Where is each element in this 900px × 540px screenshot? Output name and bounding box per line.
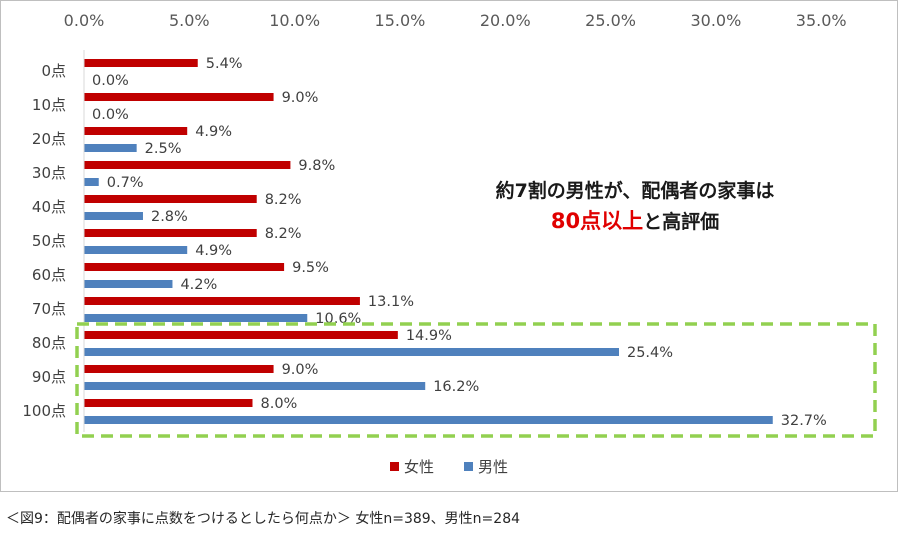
data-label: 9.0%	[282, 90, 319, 106]
bar-male	[84, 178, 99, 186]
bar-male	[84, 212, 143, 220]
category-label: 100点	[22, 402, 66, 420]
bar-male	[84, 382, 426, 390]
data-label: 2.8%	[151, 209, 188, 225]
data-label: 4.9%	[195, 243, 232, 259]
data-label: 4.2%	[180, 277, 217, 293]
data-label: 9.8%	[298, 158, 335, 174]
callout-highlight: 80点以上	[550, 209, 644, 233]
bar-male	[84, 246, 188, 254]
data-label: 13.1%	[368, 294, 414, 310]
category-labels: 0点 10点 20点 30点 40点 50点 60点 70点 80点 90点 100点	[22, 62, 66, 420]
bar-female	[84, 365, 274, 373]
x-tick-label: 35.0%	[796, 11, 847, 30]
category-label: 40点	[32, 198, 66, 216]
callout-line2: 80点以上と高評価	[470, 206, 800, 237]
bar-female	[84, 59, 198, 67]
callout-line1: 約7割の男性が、配偶者の家事は	[495, 180, 775, 202]
category-label: 30点	[32, 164, 66, 182]
data-label: 8.2%	[265, 226, 302, 242]
x-tick-label: 10.0%	[269, 11, 320, 30]
data-label: 25.4%	[627, 345, 673, 361]
category-label: 20点	[32, 130, 66, 148]
bar-female	[84, 229, 257, 237]
x-tick-label: 20.0%	[480, 11, 531, 30]
bar-female	[84, 195, 257, 203]
bar-male	[84, 416, 773, 424]
legend: 女性 男性	[390, 458, 508, 476]
category-label: 70点	[32, 300, 66, 318]
legend-swatch	[464, 462, 473, 471]
legend-swatch	[390, 462, 399, 471]
bar-male	[84, 144, 137, 152]
x-tick-label: 5.0%	[169, 11, 210, 30]
callout-text: 約7割の男性が、配偶者の家事は 80点以上と高評価	[470, 176, 800, 237]
category-label: 50点	[32, 232, 66, 250]
bar-female	[84, 161, 291, 169]
bar-male	[84, 280, 173, 288]
category-label: 60点	[32, 266, 66, 284]
data-label: 14.9%	[406, 328, 452, 344]
category-label: 0点	[41, 62, 66, 80]
bar-female	[84, 399, 253, 407]
data-label: 9.5%	[292, 260, 329, 276]
figure-caption: ＜図9：配偶者の家事に点数をつけるとしたら何点か＞ 女性n=389、男性n=28…	[6, 511, 521, 527]
category-label: 10点	[32, 96, 66, 114]
x-tick-label: 15.0%	[375, 11, 426, 30]
x-tick-label: 30.0%	[690, 11, 741, 30]
data-label: 0.0%	[92, 107, 129, 123]
data-label: 16.2%	[433, 379, 479, 395]
bar-male	[84, 314, 308, 322]
callout-line2-rest: と高評価	[643, 211, 720, 233]
data-label: 0.0%	[92, 73, 129, 89]
highlight-box	[75, 322, 877, 438]
bar-female	[84, 93, 274, 101]
x-tick-label: 25.0%	[585, 11, 636, 30]
data-label: 8.0%	[261, 396, 298, 412]
bar-female	[84, 297, 360, 305]
data-label: 2.5%	[145, 141, 182, 157]
bar-female	[84, 331, 398, 339]
bar-chart: 0.0% 5.0% 10.0% 15.0% 20.0% 25.0% 30.0% 35.0% 0…	[22, 11, 877, 476]
legend-label: 女性	[404, 458, 434, 476]
bar-male	[84, 348, 619, 356]
data-label: 8.2%	[265, 192, 302, 208]
bar-female	[84, 127, 188, 135]
data-label: 0.7%	[107, 175, 144, 191]
bar-female	[84, 263, 285, 271]
data-label: 9.0%	[282, 362, 319, 378]
x-axis-ticks: 0.0% 5.0% 10.0% 15.0% 20.0% 25.0% 30.0% 35.0%	[64, 11, 847, 30]
x-tick-label: 0.0%	[64, 11, 105, 30]
bars	[84, 59, 773, 424]
data-label: 5.4%	[206, 56, 243, 72]
category-label: 90点	[32, 368, 66, 386]
legend-label: 男性	[478, 458, 508, 476]
category-label: 80点	[32, 334, 66, 352]
data-label: 32.7%	[781, 413, 827, 429]
data-label: 4.9%	[195, 124, 232, 140]
data-labels: 5.4% 0.0% 9.0% 0.0% 4.9% 2.5% 9.8% 0.7% 8.2% 2.8%…	[92, 56, 827, 429]
